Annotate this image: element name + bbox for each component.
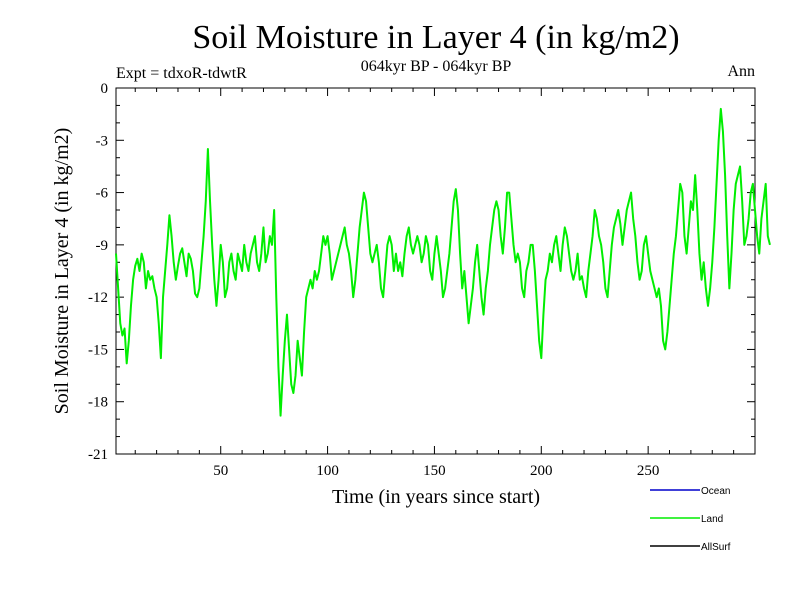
x-tick-label: 150 (423, 463, 446, 479)
x-tick-label: 200 (530, 463, 553, 479)
y-tick-label: -12 (88, 290, 108, 306)
legend-label-allsurf: AllSurf (701, 542, 731, 553)
x-axis-label: Time (in years since start) (332, 486, 540, 508)
legend: Ocean Land AllSurf (650, 486, 731, 553)
y-tick-label: -21 (88, 447, 108, 463)
y-tick-labels: 0 -3 -6 -9 -12 -15 -18 -21 (88, 81, 108, 463)
x-tick-label: 50 (213, 463, 228, 479)
y-tick-label: -3 (96, 133, 109, 149)
experiment-label: Expt = tdxoR-tdwtR (116, 65, 247, 82)
x-tick-label: 250 (637, 463, 660, 479)
chart-subtitle: 064kyr BP - 064kyr BP (361, 58, 512, 75)
season-label: Ann (727, 63, 755, 80)
y-tick-label: 0 (101, 81, 109, 97)
y-axis-label: Soil Moisture in Layer 4 (in kg/m2) (51, 128, 73, 415)
legend-label-land: Land (701, 514, 723, 525)
y-tick-label: -18 (88, 395, 108, 411)
axis-ticks (116, 88, 755, 454)
x-tick-labels: 50 100 150 200 250 (213, 463, 659, 479)
y-tick-label: -6 (96, 186, 109, 202)
y-tick-label: -15 (88, 342, 108, 358)
y-tick-label: -9 (96, 238, 109, 254)
plot-frame (115, 87, 756, 455)
chart-title: Soil Moisture in Layer 4 (in kg/m2) (192, 19, 679, 56)
series-line-land (115, 107, 771, 417)
legend-label-ocean: Ocean (701, 486, 730, 497)
plot-area: 50 100 150 200 250 0 -3 -6 -9 -12 -15 -18 -21 (88, 81, 771, 479)
x-tick-label: 100 (316, 463, 339, 479)
